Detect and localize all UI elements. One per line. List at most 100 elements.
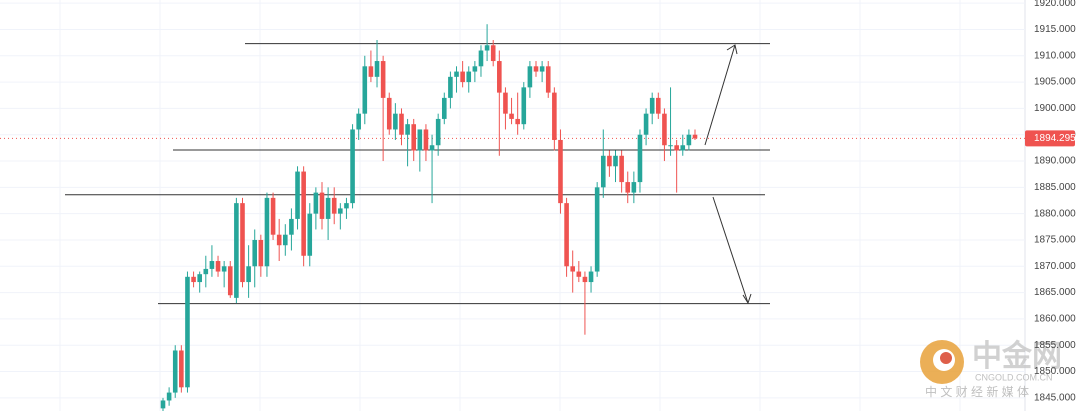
- candle-body: [545, 66, 551, 93]
- candle-body: [625, 182, 631, 193]
- y-tick-label: 1890.000: [1034, 156, 1076, 167]
- candle-body: [350, 129, 355, 204]
- candle-body: [417, 129, 423, 151]
- candle-body: [411, 124, 417, 151]
- candle-body: [656, 97, 661, 114]
- candle-body: [295, 171, 300, 219]
- candle-body: [405, 124, 410, 135]
- candle-body: [521, 87, 527, 125]
- candle-body: [539, 66, 545, 72]
- candle-body: [270, 197, 276, 235]
- candle-body: [399, 113, 404, 135]
- candle-body: [197, 274, 202, 283]
- candles: [160, 24, 698, 411]
- candle-body: [552, 92, 557, 140]
- candle-body: [613, 155, 618, 167]
- candle-body: [289, 218, 294, 235]
- last-price-tag: [1025, 130, 1075, 147]
- candle-body: [325, 197, 331, 219]
- y-tick-label: 1865.000: [1034, 287, 1076, 298]
- y-tick-label: 1845.000: [1034, 392, 1076, 403]
- candle-body: [374, 61, 380, 77]
- candle-body: [172, 350, 178, 393]
- candle-body: [600, 155, 606, 188]
- candle-body: [619, 155, 624, 183]
- grid: [0, 0, 1025, 411]
- candle-body: [448, 76, 453, 98]
- candle-body: [227, 266, 233, 296]
- candle-body: [301, 171, 306, 256]
- arrow-down: [712, 196, 749, 304]
- candle-body: [209, 261, 215, 269]
- candle-body: [203, 268, 209, 275]
- candle-body: [594, 187, 600, 272]
- candle-body: [264, 197, 270, 267]
- candle-body: [674, 145, 679, 151]
- candle-body: [240, 203, 245, 283]
- candle-body: [503, 92, 508, 114]
- candle-body: [564, 203, 569, 267]
- candle-body: [570, 266, 576, 272]
- candle-body: [338, 208, 343, 214]
- y-tick-label: 1880.000: [1034, 208, 1076, 219]
- y-tick-label: 1915.000: [1034, 24, 1076, 35]
- candle-body: [160, 400, 166, 409]
- candle-body: [282, 234, 288, 246]
- candle-body: [234, 203, 239, 298]
- candle-body: [215, 261, 221, 272]
- candle-body: [441, 97, 447, 119]
- candle-body: [356, 113, 361, 130]
- candle-body: [472, 66, 478, 72]
- y-tick-label: 1920.000: [1034, 0, 1076, 9]
- candle-body: [527, 66, 533, 88]
- candle-body: [497, 61, 502, 93]
- candle-body: [344, 203, 349, 209]
- price-axis: 1845.000 1850.000 1855.000 1860.000 1865.000…: [1025, 0, 1076, 403]
- arrow-up: [704, 44, 736, 146]
- candle-body: [460, 71, 465, 83]
- candle-body: [607, 155, 612, 167]
- candle-body: [423, 129, 429, 151]
- y-tick-label: 1900.000: [1034, 103, 1076, 114]
- y-tick-label: 1860.000: [1034, 314, 1076, 325]
- arrow-head: [726, 44, 738, 55]
- candle-body: [313, 192, 319, 214]
- y-tick-label: 1855.000: [1034, 340, 1076, 351]
- candle-body: [454, 71, 459, 77]
- watermark-name: 中金网: [972, 339, 1062, 373]
- candle-body: [631, 182, 637, 193]
- candle-body: [191, 276, 196, 283]
- candle-body: [533, 66, 539, 72]
- watermark: 中金网 CNGOLD.COM.CN 中 文 财 经 新 媒 体: [920, 339, 1062, 399]
- candle-body: [166, 392, 172, 401]
- watermark-tagline: 中 文 财 经 新 媒 体: [925, 384, 1029, 399]
- arrows: [704, 44, 752, 305]
- candle-body: [662, 113, 667, 146]
- candle-body: [588, 271, 594, 283]
- candle-body: [307, 213, 313, 256]
- last-price-label: 1894.295: [1034, 133, 1076, 144]
- arrow-head: [742, 293, 752, 305]
- candle-body: [179, 350, 184, 388]
- candle-body: [643, 113, 649, 135]
- y-tick-label: 1910.000: [1034, 50, 1076, 61]
- y-tick-label: 1875.000: [1034, 235, 1076, 246]
- candle-body: [221, 266, 227, 272]
- candle-body: [435, 118, 441, 146]
- candle-body: [582, 276, 588, 283]
- y-tick-label: 1850.000: [1034, 366, 1076, 377]
- candle-body: [380, 61, 386, 98]
- candle-body: [637, 134, 643, 183]
- candle-body: [429, 145, 435, 151]
- candle-body: [331, 197, 337, 214]
- candle-body: [368, 66, 374, 77]
- y-tick-label: 1870.000: [1034, 261, 1076, 272]
- candle-body: [484, 45, 490, 51]
- candle-body: [185, 276, 190, 388]
- candle-body: [680, 145, 686, 151]
- watermark-domain: CNGOLD.COM.CN: [975, 372, 1053, 382]
- y-tick-label: 1885.000: [1034, 182, 1076, 193]
- candle-body: [466, 71, 472, 83]
- candle-body: [668, 145, 673, 147]
